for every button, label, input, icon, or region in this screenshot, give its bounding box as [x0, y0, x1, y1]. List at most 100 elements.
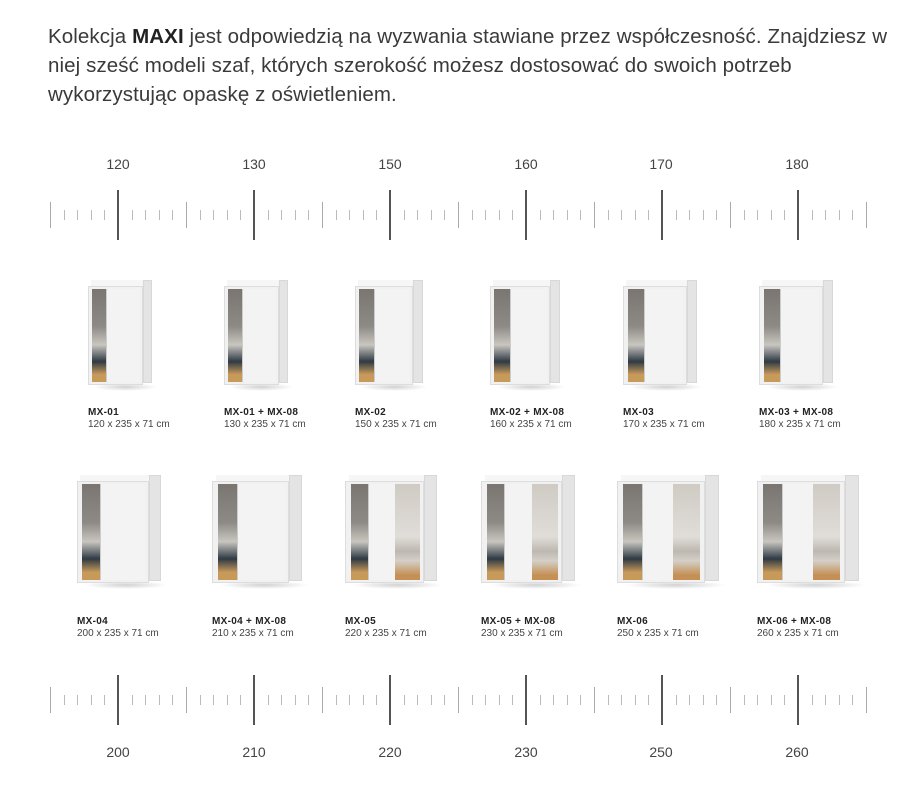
wardrobe-label: MX-06 250 x 235 x 71 cm [617, 616, 699, 639]
ruler-minor-tick [199, 210, 201, 220]
wardrobe-image [355, 280, 429, 391]
wardrobe-mirror-door [395, 484, 421, 581]
wardrobe-side [424, 475, 437, 581]
wardrobe-label: MX-01 + MX-08 130 x 235 x 71 cm [224, 407, 306, 430]
ruler-minor-tick [634, 210, 636, 220]
ruler-minor-tick [743, 210, 745, 220]
ruler-minor-tick [308, 695, 310, 705]
ruler-minor-tick [607, 210, 609, 220]
model-dimensions: 260 x 235 x 71 cm [757, 628, 839, 639]
wardrobe-label: MX-05 + MX-08 230 x 235 x 71 cm [481, 616, 563, 639]
model-name: MX-04 + MX-08 [212, 616, 287, 627]
ruler-minor-tick [498, 695, 500, 705]
ruler-minor-tick [498, 210, 500, 220]
ruler-minor-tick [566, 210, 568, 220]
ruler-major-tick [117, 190, 119, 240]
wardrobe-label: MX-01 120 x 235 x 71 cm [88, 407, 170, 430]
wardrobe-door [237, 484, 286, 581]
wardrobe-image [623, 280, 703, 391]
wardrobe-door [100, 484, 146, 581]
model-name: MX-05 + MX-08 [481, 616, 556, 627]
ruler-minor-tick [362, 210, 364, 220]
ruler-minor-tick [430, 210, 432, 220]
ruler-major-tick [797, 190, 799, 240]
ruler-medium-tick [50, 202, 51, 228]
wardrobe-interior [217, 484, 238, 581]
wardrobe-side [550, 280, 560, 383]
model-name: MX-02 [355, 407, 386, 418]
wardrobe-front [757, 481, 845, 583]
wardrobe-side [279, 280, 288, 383]
wardrobe-front [88, 286, 144, 385]
wardrobe-image [481, 475, 583, 589]
ruler-minor-tick [825, 210, 827, 220]
ruler-medium-tick [594, 687, 595, 713]
model-dimensions: 230 x 235 x 71 cm [481, 628, 563, 639]
intro-text-rest: jest odpowiedzią na wyzwania stawiane pr… [48, 25, 888, 106]
model-dimensions: 180 x 235 x 71 cm [759, 419, 841, 430]
wardrobe-interior [494, 289, 510, 383]
wardrobe-side [143, 280, 152, 383]
ruler-label: 250 [649, 744, 673, 760]
ruler-minor-tick [403, 210, 405, 220]
ruler-label: 210 [242, 744, 266, 760]
wardrobe-front [77, 481, 150, 583]
model-dimensions: 210 x 235 x 71 cm [212, 628, 294, 639]
ruler-minor-tick [90, 210, 92, 220]
ruler-minor-tick [308, 210, 310, 220]
wardrobe-top [80, 475, 150, 482]
ruler-minor-tick [553, 695, 555, 705]
wardrobe-front [224, 286, 280, 385]
ruler-minor-tick [226, 695, 228, 705]
wardrobe-interior [763, 289, 780, 383]
ruler-medium-tick [458, 687, 459, 713]
ruler-minor-tick [403, 695, 405, 705]
ruler-minor-tick [716, 695, 718, 705]
wardrobe-door [367, 484, 396, 581]
ruler-minor-tick [199, 695, 201, 705]
wardrobe-front [617, 481, 705, 583]
wardrobe-shadow [352, 581, 445, 589]
wardrobe-door [105, 289, 140, 383]
wardrobe-door [504, 484, 533, 581]
wardrobe-top [625, 280, 687, 287]
ruler-minor-tick [675, 695, 677, 705]
ruler-minor-tick [539, 695, 541, 705]
ruler-minor-tick [281, 695, 283, 705]
ruler-major-tick [661, 190, 663, 240]
ruler-minor-tick [485, 210, 487, 220]
wardrobe-side [704, 475, 719, 581]
wardrobe-shadow [764, 383, 839, 391]
wardrobe-side [686, 280, 697, 383]
ruler-minor-tick [539, 210, 541, 220]
wardrobe-side [561, 475, 575, 581]
ruler-minor-tick [104, 210, 106, 220]
wardrobe-top [484, 475, 562, 482]
model-name: MX-05 [345, 616, 376, 627]
ruler-minor-tick [852, 210, 854, 220]
wardrobe-interior [82, 484, 101, 581]
wardrobe-shadow [219, 581, 310, 589]
ruler-medium-tick [50, 687, 51, 713]
ruler-major-tick [661, 675, 663, 725]
wardrobe-image [345, 475, 445, 589]
ruler-minor-tick [240, 695, 242, 705]
ruler-minor-tick [349, 695, 351, 705]
intro-text: Kolekcja MAXI jest odpowiedzią na wyzwan… [48, 22, 888, 109]
wardrobe-image [224, 280, 294, 391]
wardrobe-top [761, 475, 845, 482]
wardrobe-side [413, 280, 423, 383]
ruler-label: 200 [106, 744, 130, 760]
ruler-minor-tick [838, 210, 840, 220]
ruler-minor-tick [158, 210, 160, 220]
ruler-medium-tick [322, 687, 323, 713]
wardrobe-door [642, 484, 673, 581]
wardrobe-interior [623, 484, 642, 581]
model-name: MX-06 [617, 616, 648, 627]
ruler-minor-tick [512, 695, 514, 705]
wardrobe-door [509, 289, 547, 383]
wardrobe-side [822, 280, 833, 383]
wardrobe-interior [763, 484, 782, 581]
ruler-minor-tick [172, 210, 174, 220]
ruler-minor-tick [145, 210, 147, 220]
